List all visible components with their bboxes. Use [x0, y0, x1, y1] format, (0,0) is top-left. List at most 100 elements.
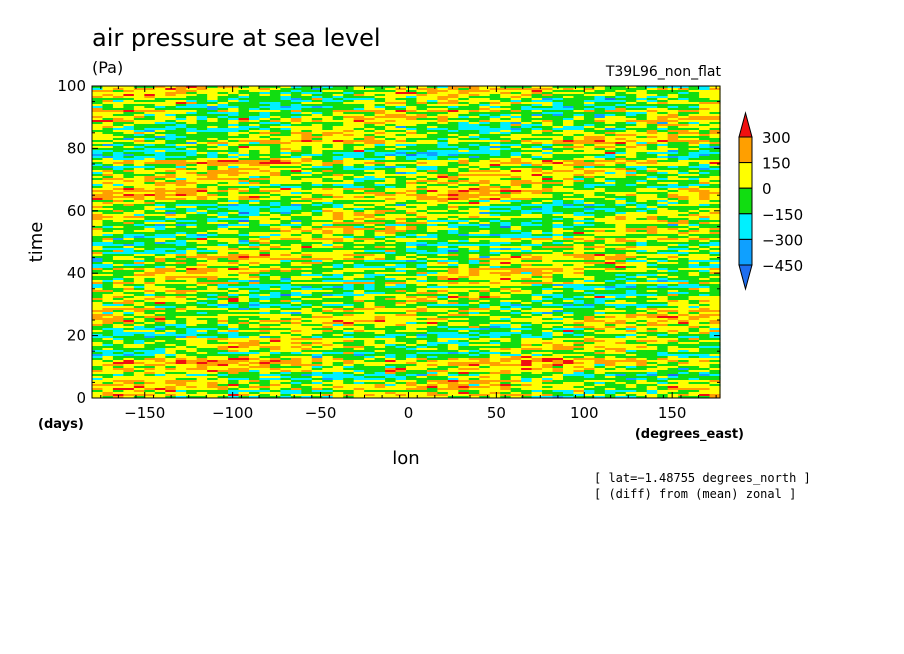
heatmap-cell	[437, 220, 449, 223]
heatmap-cell	[489, 236, 501, 239]
heatmap-cell	[353, 128, 365, 131]
heatmap-cell	[133, 200, 145, 203]
heatmap-cell	[542, 92, 554, 95]
heatmap-cell	[353, 104, 365, 107]
heatmap-cell	[175, 226, 187, 229]
heatmap-cell	[311, 230, 323, 233]
heatmap-cell	[144, 100, 156, 103]
heatmap-cell	[489, 186, 501, 189]
heatmap-cell	[311, 204, 323, 207]
heatmap-cell	[531, 150, 543, 153]
heatmap-cell	[217, 156, 229, 159]
heatmap-cell	[468, 104, 480, 107]
heatmap-cell	[364, 242, 376, 245]
heatmap-cell	[374, 198, 386, 201]
heatmap-cell	[688, 144, 700, 147]
heatmap-cell	[615, 120, 627, 123]
heatmap-cell	[458, 136, 470, 139]
heatmap-cell	[625, 90, 637, 93]
heatmap-cell	[228, 226, 240, 229]
heatmap-cell	[447, 154, 459, 157]
heatmap-cell	[489, 220, 501, 223]
heatmap-cell	[625, 92, 637, 95]
heatmap-cell	[406, 190, 418, 193]
heatmap-cell	[374, 238, 386, 241]
heatmap-cell	[238, 104, 250, 107]
heatmap-cell	[364, 96, 376, 99]
heatmap-cell	[364, 134, 376, 137]
heatmap-cell	[353, 96, 365, 99]
heatmap-cell	[699, 206, 711, 209]
heatmap-cell	[259, 166, 271, 169]
heatmap-cell	[385, 152, 397, 155]
heatmap-cell	[238, 138, 250, 141]
heatmap-cell	[123, 116, 135, 119]
heatmap-cell	[269, 170, 281, 173]
heatmap-cell	[406, 238, 418, 241]
heatmap-cell	[228, 202, 240, 205]
heatmap-cell	[112, 126, 124, 129]
heatmap-cell	[269, 90, 281, 93]
heatmap-cell	[426, 220, 438, 223]
heatmap-cell	[699, 140, 711, 143]
heatmap-cell	[102, 152, 114, 155]
heatmap-cell	[364, 228, 376, 231]
heatmap-cell	[594, 236, 606, 239]
heatmap-cell	[238, 96, 250, 99]
heatmap-cell	[259, 124, 271, 127]
heatmap-cell	[447, 164, 459, 167]
heatmap-cell	[280, 88, 292, 91]
heatmap-cell	[573, 144, 585, 147]
heatmap-cell	[667, 188, 679, 191]
heatmap-cell	[92, 162, 104, 165]
heatmap-cell	[175, 116, 187, 119]
heatmap-cell	[542, 210, 554, 213]
heatmap-cell	[416, 178, 428, 181]
heatmap-cell	[615, 236, 627, 239]
heatmap-cell	[437, 188, 449, 191]
heatmap-cell	[489, 214, 501, 217]
heatmap-cell	[228, 106, 240, 109]
heatmap-cell	[175, 86, 187, 89]
heatmap-cell	[458, 110, 470, 113]
heatmap-cell	[542, 160, 554, 163]
heatmap-cell	[259, 100, 271, 103]
heatmap-cell	[489, 150, 501, 153]
heatmap-cell	[636, 222, 648, 225]
heatmap-cell	[479, 174, 491, 177]
heatmap-cell	[699, 132, 711, 135]
heatmap-cell	[133, 186, 145, 189]
heatmap-cell	[678, 124, 690, 127]
heatmap-cell	[678, 90, 690, 93]
heatmap-cell	[636, 146, 648, 149]
heatmap-cell	[489, 132, 501, 135]
heatmap-cell	[447, 184, 459, 187]
heatmap-cell	[395, 134, 407, 137]
heatmap-cell	[133, 214, 145, 217]
heatmap-cell	[228, 158, 240, 161]
heatmap-cell	[133, 194, 145, 197]
heatmap-cell	[92, 224, 104, 227]
heatmap-cell	[709, 220, 721, 223]
heatmap-cell	[468, 122, 480, 125]
heatmap-cell	[112, 94, 124, 97]
heatmap-cell	[290, 182, 302, 185]
heatmap-cell	[688, 244, 700, 247]
heatmap-cell	[615, 170, 627, 173]
heatmap-cell	[604, 212, 616, 215]
heatmap-cell	[500, 232, 512, 235]
heatmap-cell	[542, 132, 554, 135]
heatmap-cell	[468, 178, 480, 181]
heatmap-cell	[709, 158, 721, 161]
heatmap-cell	[280, 142, 292, 145]
heatmap-cell	[604, 114, 616, 117]
heatmap-cell	[636, 198, 648, 201]
heatmap-cell	[667, 234, 679, 237]
heatmap-cell	[406, 188, 418, 191]
heatmap-cell	[385, 128, 397, 131]
heatmap-cell	[489, 222, 501, 225]
heatmap-cell	[468, 224, 480, 227]
heatmap-cell	[385, 170, 397, 173]
heatmap-cell	[343, 250, 355, 253]
heatmap-cell	[290, 186, 302, 189]
